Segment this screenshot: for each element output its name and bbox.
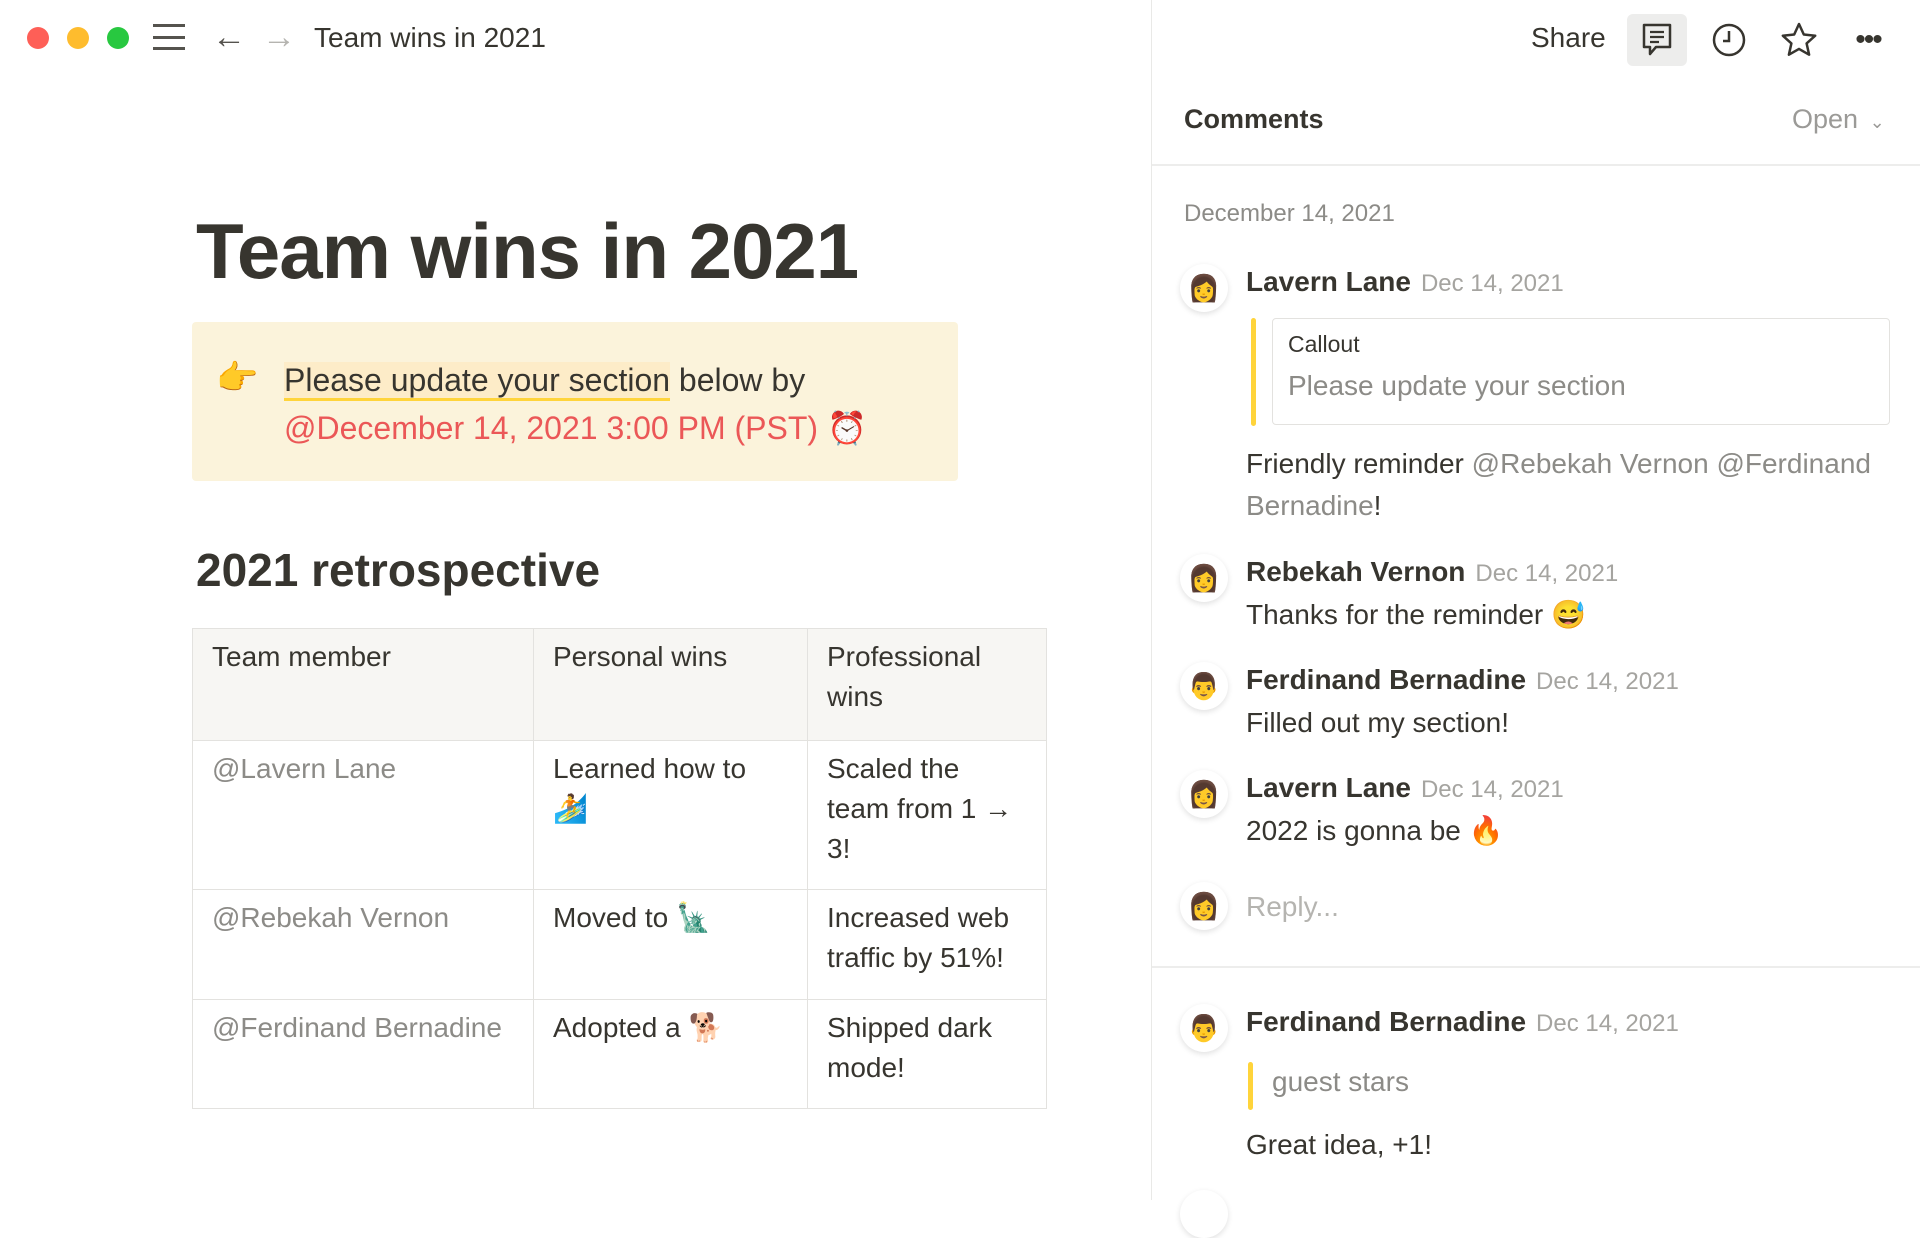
comment-text: Great idea, +1! — [1246, 1129, 1433, 1160]
quote-bar — [1248, 1062, 1253, 1110]
more-options-button[interactable]: ••• — [1838, 14, 1898, 66]
column-header[interactable]: Personal wins — [533, 628, 808, 741]
mention[interactable]: @Rebekah Vernon — [1471, 448, 1709, 479]
minimize-window-button[interactable] — [67, 27, 89, 49]
comment-text-suffix: ! — [1373, 490, 1382, 521]
filter-value: Open — [1792, 104, 1859, 134]
table-cell-member[interactable]: @Ferdinand Bernadine — [192, 999, 534, 1109]
pointing-hand-icon: 👉 — [216, 359, 259, 397]
avatar[interactable]: 👩 — [1180, 554, 1228, 602]
thread-divider — [1152, 966, 1920, 968]
comment-date: Dec 14, 2021 — [1420, 270, 1564, 297]
callout-highlighted-text: Please update your section — [284, 362, 671, 401]
comment-author[interactable]: Ferdinand Bernadine — [1246, 1006, 1527, 1037]
table-cell[interactable]: Moved to 🗽 — [533, 889, 808, 1000]
quote-bar — [1251, 318, 1256, 426]
comments-button[interactable] — [1627, 14, 1687, 66]
comment-text: Thanks for the reminder 😅 — [1246, 599, 1586, 630]
comment-date: Dec 14, 2021 — [1420, 776, 1564, 803]
table-header-row: Team member Personal wins Professional w… — [192, 628, 1047, 741]
forward-arrow-icon[interactable]: → — [262, 18, 296, 56]
breadcrumb-page-title[interactable]: Team wins in 2021 — [314, 22, 546, 53]
section-heading: 2021 retrospective — [196, 544, 601, 596]
maximize-window-button[interactable] — [107, 27, 129, 49]
table-cell[interactable]: Learned how to 🏄 — [533, 740, 808, 890]
comments-header-divider — [1152, 164, 1920, 166]
comments-title: Comments — [1184, 104, 1324, 134]
star-icon — [1781, 22, 1817, 56]
table-cell[interactable]: Shipped dark mode! — [807, 999, 1047, 1109]
reply-input[interactable]: Reply... — [1246, 891, 1339, 922]
quoted-text[interactable]: guest stars — [1272, 1066, 1409, 1097]
callout-text: below by — [670, 362, 806, 398]
comment-date: Dec 14, 2021 — [1536, 668, 1679, 695]
panel-divider — [1151, 0, 1152, 1200]
comment-author[interactable]: Lavern Lane — [1246, 772, 1411, 803]
updates-button[interactable] — [1699, 14, 1759, 66]
comment-icon — [1642, 23, 1672, 56]
comment-author[interactable]: Rebekah Vernon — [1246, 556, 1466, 587]
comments-filter-dropdown[interactable]: Open ⌄ — [1792, 104, 1885, 135]
quote-label: Callout — [1288, 331, 1360, 357]
alarm-clock-icon: ⏰ — [826, 410, 867, 446]
avatar[interactable]: 👩 — [1180, 264, 1228, 312]
table-row: @Rebekah Vernon Moved to 🗽 Increased web… — [192, 889, 1047, 1000]
table-row: @Lavern Lane Learned how to 🏄 Scaled the… — [192, 740, 1047, 890]
page-title: Team wins in 2021 — [196, 207, 859, 295]
comment-author[interactable]: Lavern Lane — [1246, 266, 1411, 297]
comment-author[interactable]: Ferdinand Bernadine — [1246, 664, 1527, 695]
comment-text: Friendly reminder — [1246, 448, 1472, 479]
share-button[interactable]: Share — [1531, 22, 1606, 53]
close-window-button[interactable] — [27, 27, 49, 49]
favorite-button[interactable] — [1769, 14, 1829, 66]
avatar[interactable] — [1180, 1190, 1228, 1238]
mention[interactable]: @Ferdinand Bernadine — [1246, 448, 1871, 521]
avatar: 👩 — [1180, 882, 1228, 930]
comment-text: 2022 is gonna be 🔥 — [1246, 815, 1504, 846]
callout-block: 👉 Please update your section below by @D… — [192, 322, 958, 481]
table-cell-member[interactable]: @Rebekah Vernon — [192, 889, 534, 1000]
comments-group-date: December 14, 2021 — [1184, 200, 1395, 227]
date-reminder-mention[interactable]: @December 14, 2021 3:00 PM (PST) — [284, 410, 819, 446]
comment-text: Filled out my section! — [1246, 707, 1509, 738]
column-header[interactable]: Professional wins — [807, 628, 1047, 741]
comment-date: Dec 14, 2021 — [1475, 560, 1619, 587]
table-cell[interactable]: Increased web traffic by 51%! — [807, 889, 1047, 1000]
avatar[interactable]: 👩 — [1180, 770, 1228, 818]
retrospective-table: Team member Personal wins Professional w… — [192, 628, 1047, 1109]
avatar[interactable]: 👨 — [1180, 662, 1228, 710]
avatar[interactable]: 👨 — [1180, 1004, 1228, 1052]
back-arrow-icon[interactable]: ← — [212, 18, 246, 56]
quoted-block[interactable]: Callout Please update your section — [1272, 318, 1890, 425]
menu-icon[interactable] — [153, 24, 185, 50]
table-row: @Ferdinand Bernadine Adopted a 🐕 Shipped… — [192, 999, 1047, 1109]
quote-text: Please update your section — [1288, 370, 1626, 401]
table-cell[interactable]: Scaled the team from 1 → 3! — [807, 740, 1047, 890]
chevron-down-icon: ⌄ — [1869, 112, 1885, 132]
more-icon: ••• — [1855, 23, 1882, 56]
table-cell-member[interactable]: @Lavern Lane — [192, 740, 534, 890]
column-header[interactable]: Team member — [192, 628, 534, 741]
comment-date: Dec 14, 2021 — [1536, 1010, 1679, 1037]
table-cell[interactable]: Adopted a 🐕 — [533, 999, 808, 1109]
clock-icon — [1712, 23, 1746, 57]
